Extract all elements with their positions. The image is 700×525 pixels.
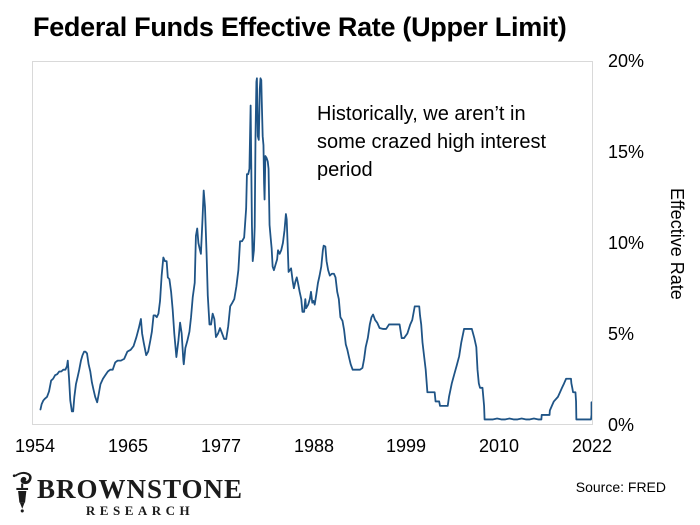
x-tick-1965: 1965 (107, 436, 149, 456)
logo-text: BROWNSTONE RESEARCH (37, 468, 243, 518)
plot-area (32, 61, 593, 425)
x-tick-1988: 1988 (293, 436, 335, 456)
y-tick-0: 0% (608, 415, 635, 435)
y-axis-title: Effective Rate (667, 188, 687, 300)
x-tick-1954: 1954 (14, 436, 56, 456)
rate-line-chart (39, 77, 592, 421)
y-tick-20: 20% (608, 51, 645, 71)
source-note: Source: FRED (575, 479, 666, 495)
logo-subtitle: RESEARCH (85, 503, 195, 518)
y-tick-15: 15% (608, 142, 645, 162)
x-tick-2022: 2022 (571, 436, 613, 456)
x-tick-1977: 1977 (200, 436, 242, 456)
rate-line-series (39, 77, 592, 421)
x-tick-1999: 1999 (385, 436, 427, 456)
lamppost-icon (12, 471, 32, 513)
chart-title: Federal Funds Effective Rate (Upper Limi… (33, 12, 567, 42)
y-tick-5: 5% (608, 324, 635, 344)
logo-name: BROWNSTONE (37, 474, 244, 504)
brownstone-logo: BROWNSTONE RESEARCH (9, 468, 243, 519)
x-tick-2010: 2010 (478, 436, 520, 456)
y-tick-10: 10% (608, 233, 645, 253)
annotation-text: Historically, we aren’t in some crazed h… (317, 103, 547, 181)
